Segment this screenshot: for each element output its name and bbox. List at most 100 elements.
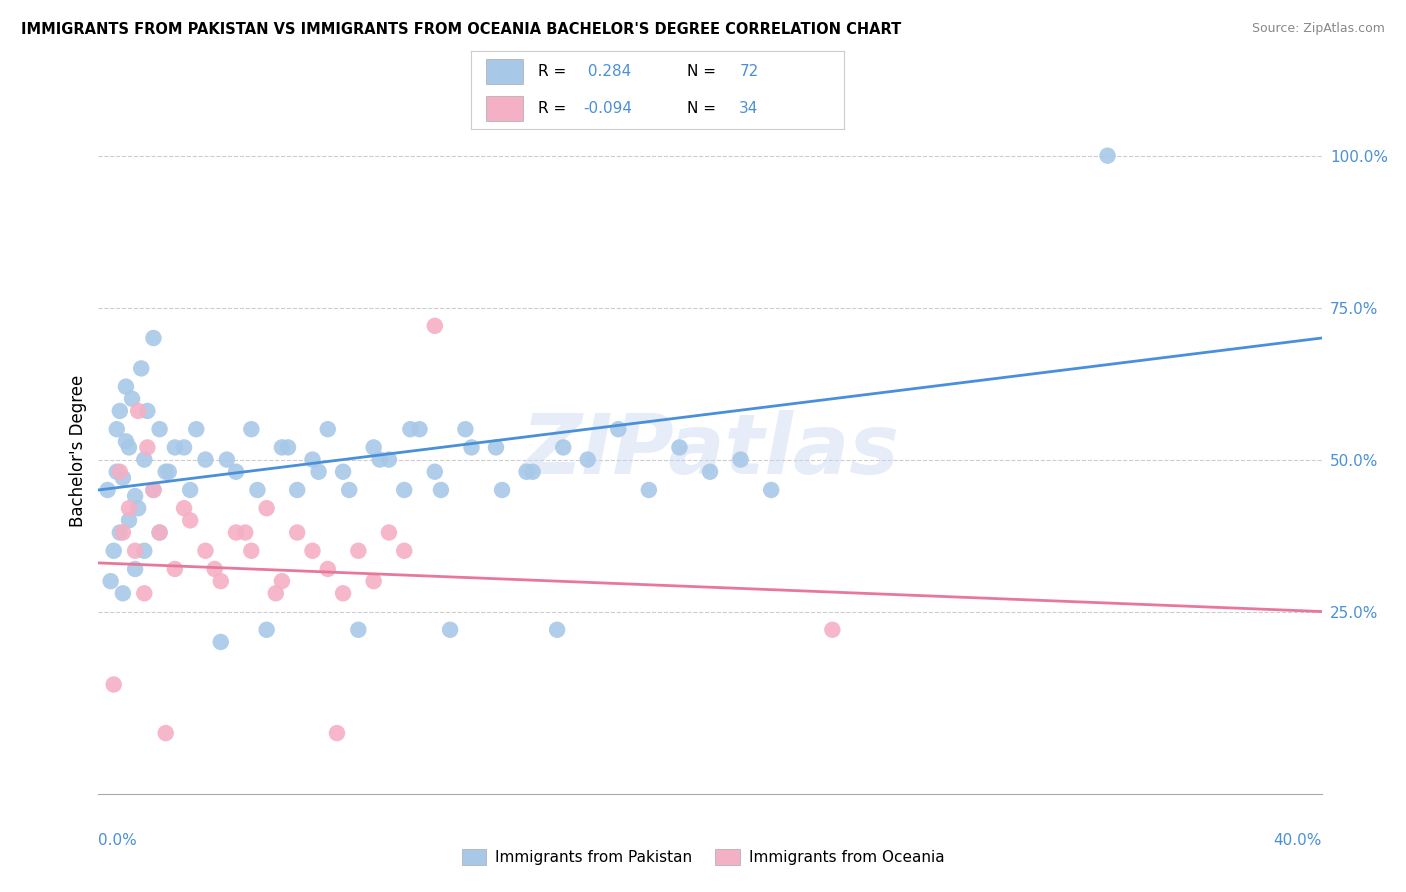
Point [316,422,339,436]
Point [179,513,201,527]
Text: N =: N = [688,102,721,117]
Point [522,465,544,479]
Point [392,543,416,558]
Point [149,422,172,436]
Point [240,422,263,436]
Point [363,441,385,455]
Point [264,586,287,600]
Point [155,465,177,479]
Point [301,452,323,467]
Point [326,726,349,740]
Point [134,452,156,467]
Point [246,483,269,497]
Point [105,465,128,479]
Point [1097,149,1119,163]
Point [136,404,159,418]
Point [163,562,186,576]
Point [233,525,256,540]
Point [121,392,143,406]
Point [270,441,294,455]
Point [209,574,232,589]
Point [108,525,131,540]
Point [111,471,134,485]
Point [408,422,430,436]
Point [285,525,308,540]
Point [316,562,339,576]
Point [97,483,120,497]
Text: ZIPatlas: ZIPatlas [522,410,898,491]
Point [118,513,141,527]
Text: R =: R = [538,63,571,78]
Point [225,525,247,540]
Text: R =: R = [538,102,571,117]
Legend: Immigrants from Pakistan, Immigrants from Oceania: Immigrants from Pakistan, Immigrants fro… [456,843,950,871]
Point [108,404,131,418]
Point [142,483,165,497]
Point [576,452,599,467]
Point [225,465,247,479]
Point [108,465,131,479]
Point [111,525,134,540]
FancyBboxPatch shape [486,96,523,121]
Point [209,635,232,649]
Point [256,501,278,516]
Point [124,543,146,558]
Point [105,422,128,436]
Point [270,574,294,589]
Point [637,483,661,497]
Text: 40.0%: 40.0% [1274,833,1322,847]
Point [491,483,513,497]
Point [155,726,177,740]
Point [127,404,149,418]
Point [285,483,308,497]
Point [163,441,186,455]
Point [553,441,575,455]
Point [157,465,180,479]
Point [240,543,263,558]
Point [118,501,141,516]
Point [118,441,141,455]
Point [347,623,370,637]
Text: 34: 34 [740,102,759,117]
Point [337,483,360,497]
Point [378,452,401,467]
Point [136,441,159,455]
Point [607,422,630,436]
Point [399,422,422,436]
Point [332,586,354,600]
Text: 0.0%: 0.0% [98,833,138,847]
Text: 0.284: 0.284 [583,63,631,78]
Point [179,483,201,497]
Point [194,452,217,467]
Point [194,543,217,558]
Point [430,483,453,497]
Point [332,465,354,479]
Point [111,586,134,600]
Point [204,562,226,576]
Point [115,434,138,449]
Point [134,586,156,600]
Point [392,483,416,497]
Point [699,465,721,479]
Point [347,543,370,558]
Y-axis label: Bachelor's Degree: Bachelor's Degree [69,375,87,526]
Point [149,525,172,540]
Point [439,623,461,637]
Point [730,452,752,467]
Point [668,441,690,455]
Point [821,623,844,637]
Point [173,441,195,455]
Text: Source: ZipAtlas.com: Source: ZipAtlas.com [1251,22,1385,36]
Point [129,361,152,376]
Point [142,331,165,345]
Point [301,543,323,558]
Point [423,465,446,479]
Point [103,543,125,558]
Text: 72: 72 [740,63,758,78]
Point [454,422,477,436]
Text: IMMIGRANTS FROM PAKISTAN VS IMMIGRANTS FROM OCEANIA BACHELOR'S DEGREE CORRELATIO: IMMIGRANTS FROM PAKISTAN VS IMMIGRANTS F… [21,22,901,37]
FancyBboxPatch shape [486,59,523,84]
Point [516,465,538,479]
Point [103,677,125,691]
Point [460,441,482,455]
